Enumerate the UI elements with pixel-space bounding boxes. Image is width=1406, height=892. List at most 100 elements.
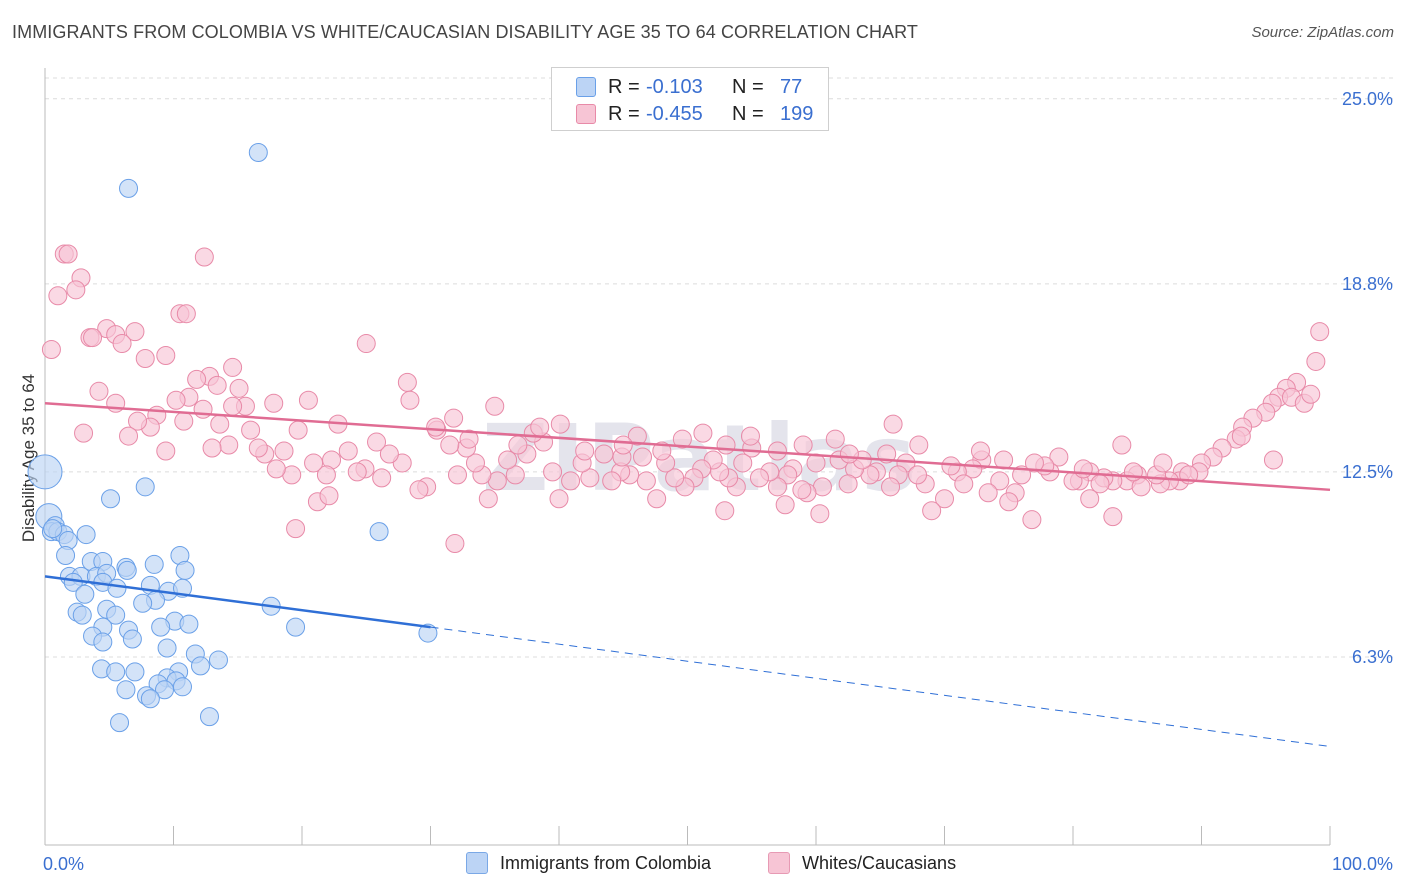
point-colombia <box>56 545 76 565</box>
point-whites <box>210 414 230 434</box>
point-colombia <box>106 605 126 625</box>
y-axis-label: Disability Age 35 to 64 <box>19 374 38 542</box>
point-whites <box>665 468 685 488</box>
y-tick-label: 25.0% <box>1342 89 1393 109</box>
chart-title: IMMIGRANTS FROM COLOMBIA VS WHITE/CAUCAS… <box>12 22 919 42</box>
point-colombia <box>43 519 63 539</box>
legend-n-label: N = <box>732 102 764 125</box>
point-colombia <box>190 656 210 676</box>
point-whites <box>266 459 286 479</box>
point-colombia <box>116 680 136 700</box>
point-whites <box>792 480 812 500</box>
legend-row-whites: R = -0.455 N = 199 <box>576 101 813 127</box>
point-whites <box>716 435 736 455</box>
point-colombia <box>101 489 121 509</box>
bottom-legend-colombia: Immigrants from Colombia <box>466 852 711 874</box>
point-colombia <box>208 650 228 670</box>
point-whites <box>1049 447 1069 467</box>
point-whites <box>223 357 243 377</box>
point-whites <box>426 417 446 437</box>
point-whites <box>367 432 387 452</box>
legend-n-label: N = <box>732 75 764 98</box>
point-colombia <box>106 662 126 682</box>
point-whites <box>1153 453 1173 473</box>
point-whites <box>575 441 595 461</box>
point-whites <box>767 477 787 497</box>
point-whites <box>202 438 222 458</box>
point-whites <box>74 423 94 443</box>
point-whites <box>229 378 249 398</box>
point-whites <box>881 477 901 497</box>
point-whites <box>372 468 392 488</box>
legend-n-value: 199 <box>780 102 814 125</box>
point-colombia <box>133 593 153 613</box>
point-whites <box>465 453 485 473</box>
point-colombia <box>248 143 268 163</box>
point-whites <box>248 438 268 458</box>
point-whites <box>935 489 954 509</box>
point-whites <box>347 462 367 482</box>
point-whites <box>793 435 813 455</box>
point-colombia <box>140 689 160 709</box>
point-colombia <box>119 178 139 198</box>
point-whites <box>647 489 667 509</box>
point-whites <box>602 471 622 491</box>
point-whites <box>715 501 735 521</box>
point-whites <box>1306 351 1326 371</box>
point-colombia <box>286 617 306 637</box>
point-whites <box>444 408 464 428</box>
point-whites <box>319 486 339 506</box>
point-colombia <box>179 614 199 634</box>
point-colombia <box>107 578 127 598</box>
point-whites <box>119 426 139 446</box>
point-colombia <box>72 605 92 625</box>
point-whites <box>356 334 376 354</box>
point-whites <box>1022 510 1042 530</box>
point-whites <box>1073 459 1093 479</box>
point-whites <box>194 247 214 267</box>
point-whites <box>1301 384 1321 404</box>
legend-row-colombia: R = -0.103 N = 77 <box>576 74 802 100</box>
point-colombia <box>369 522 389 542</box>
source-label: Source: ZipAtlas.com <box>1251 24 1394 41</box>
point-whites <box>594 444 614 464</box>
point-whites <box>810 504 830 524</box>
y-tick-label: 6.3% <box>1352 647 1393 667</box>
point-whites <box>922 501 942 521</box>
point-whites <box>1024 453 1044 473</box>
point-colombia <box>172 677 192 697</box>
point-whites <box>693 423 713 443</box>
point-whites <box>749 468 769 488</box>
point-colombia <box>122 629 142 649</box>
point-whites <box>561 471 581 491</box>
point-whites <box>409 480 429 500</box>
point-whites <box>445 534 465 554</box>
point-whites <box>613 435 633 455</box>
legend-r-label: R = <box>608 102 640 125</box>
point-whites <box>166 390 186 410</box>
legend-r-label: R = <box>608 75 640 98</box>
point-whites <box>288 420 308 440</box>
point-whites <box>400 390 420 410</box>
point-colombia <box>199 707 219 727</box>
legend-r-value: -0.103 <box>646 75 703 98</box>
point-whites <box>176 304 196 324</box>
x-tick-label-min: 0.0% <box>43 854 84 874</box>
point-colombia <box>125 662 145 682</box>
point-whites <box>908 465 928 485</box>
point-colombia <box>75 584 95 604</box>
point-whites <box>1263 450 1283 470</box>
bottom-legend-label-whites: Whites/Caucasians <box>802 852 957 873</box>
point-whites <box>304 453 324 473</box>
point-whites <box>627 426 647 446</box>
point-whites <box>316 465 336 485</box>
point-whites <box>1080 489 1100 509</box>
point-colombia <box>144 554 164 574</box>
point-whites <box>338 441 358 461</box>
point-whites <box>440 435 460 455</box>
point-whites <box>505 465 525 485</box>
point-colombia <box>110 713 130 733</box>
point-whites <box>83 328 103 348</box>
point-whites <box>459 429 479 449</box>
point-whites <box>135 348 155 368</box>
